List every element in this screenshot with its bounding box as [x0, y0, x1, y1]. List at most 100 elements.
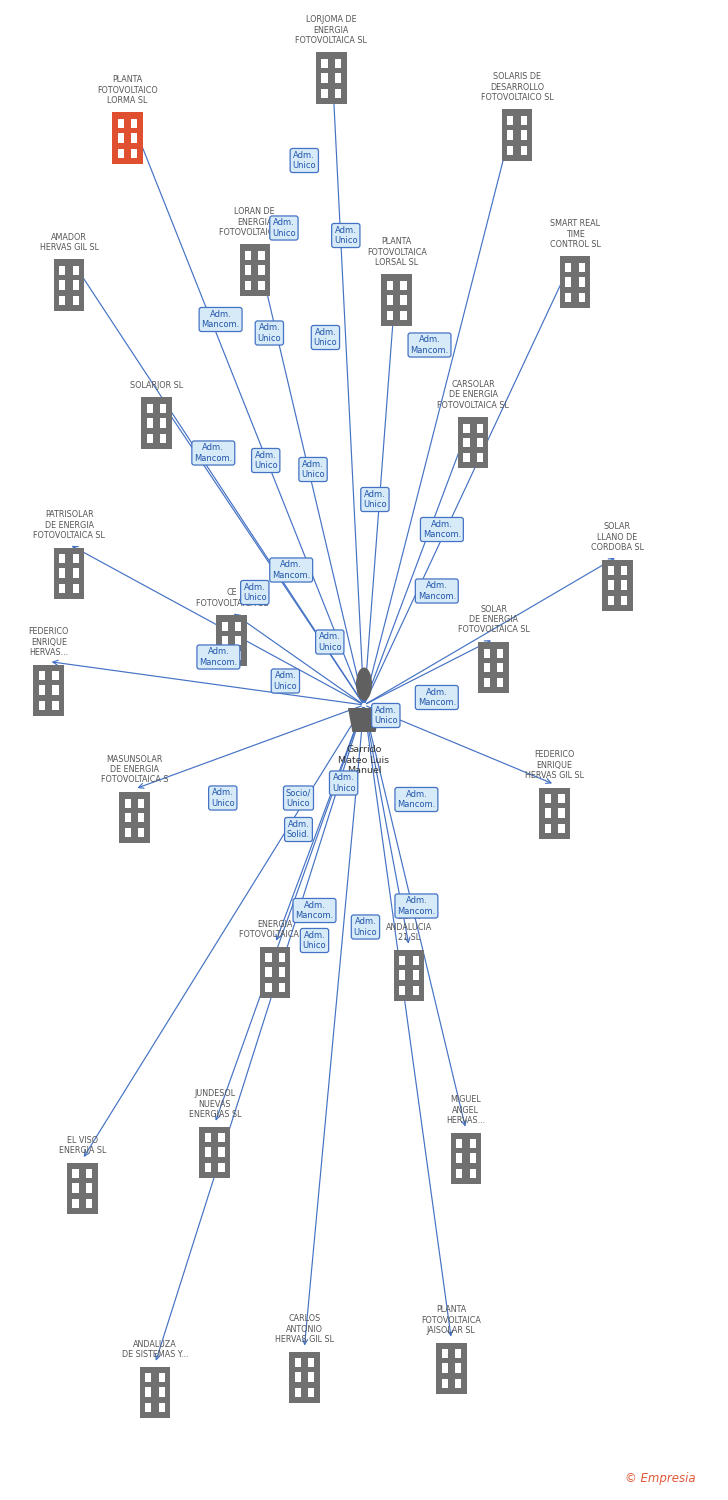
- Text: ANDALUZA
DE SISTEMAS Y...: ANDALUZA DE SISTEMAS Y...: [122, 1340, 189, 1359]
- Text: Adm.
Mancom.: Adm. Mancom.: [296, 902, 333, 920]
- Bar: [222, 651, 228, 660]
- Bar: [400, 280, 406, 291]
- Bar: [52, 686, 58, 694]
- Text: Adm.
Unico: Adm. Unico: [332, 774, 355, 792]
- Bar: [60, 280, 66, 290]
- Bar: [579, 292, 585, 302]
- Text: Adm.
Unico: Adm. Unico: [243, 584, 266, 602]
- Bar: [464, 438, 470, 447]
- Bar: [52, 700, 58, 709]
- Bar: [335, 88, 341, 98]
- Bar: [147, 419, 153, 428]
- Text: SMART REAL
TIME
CONTROL SL: SMART REAL TIME CONTROL SL: [550, 219, 601, 249]
- Text: Adm.
Unico: Adm. Unico: [303, 932, 326, 950]
- Bar: [222, 636, 228, 645]
- Text: SOLAR
DE ENERGIA
FOTOVOLTAICA SL: SOLAR DE ENERGIA FOTOVOLTAICA SL: [458, 604, 529, 634]
- Bar: [451, 1132, 481, 1184]
- Bar: [477, 438, 483, 447]
- Bar: [73, 266, 79, 276]
- Bar: [497, 663, 503, 672]
- Bar: [160, 419, 166, 428]
- Text: SOLARJOR SL: SOLARJOR SL: [130, 381, 183, 390]
- Bar: [442, 1378, 448, 1388]
- Bar: [73, 1184, 79, 1192]
- Text: CARLOS
ANTONIO
HERVAS GIL SL: CARLOS ANTONIO HERVAS GIL SL: [274, 1314, 334, 1344]
- Text: Adm.
Unico: Adm. Unico: [363, 490, 387, 508]
- Bar: [621, 566, 627, 576]
- Bar: [138, 798, 144, 808]
- Bar: [245, 280, 251, 290]
- Bar: [477, 423, 483, 433]
- Bar: [205, 1148, 211, 1156]
- Bar: [146, 1372, 151, 1383]
- Bar: [146, 1402, 151, 1411]
- Bar: [335, 58, 341, 69]
- Bar: [400, 296, 406, 304]
- Bar: [608, 596, 614, 604]
- Bar: [558, 808, 564, 818]
- Bar: [521, 146, 526, 154]
- Bar: [455, 1348, 461, 1359]
- Bar: [464, 453, 470, 462]
- Bar: [545, 808, 551, 818]
- Bar: [608, 566, 614, 576]
- Text: LORJOMA DE
ENERGIA
FOTOVOLTAICA SL: LORJOMA DE ENERGIA FOTOVOLTAICA SL: [296, 15, 367, 45]
- Bar: [141, 398, 172, 448]
- Bar: [266, 968, 272, 976]
- Bar: [558, 794, 564, 804]
- Text: Adm.
Unico: Adm. Unico: [354, 918, 377, 936]
- Bar: [258, 266, 264, 274]
- Bar: [112, 112, 143, 164]
- Bar: [235, 636, 241, 645]
- Bar: [381, 274, 412, 326]
- Bar: [240, 244, 270, 296]
- Bar: [73, 1168, 79, 1179]
- Bar: [160, 433, 166, 442]
- Bar: [73, 296, 79, 304]
- Bar: [33, 664, 64, 716]
- Bar: [147, 433, 153, 442]
- Bar: [387, 310, 393, 320]
- Bar: [258, 280, 264, 290]
- Bar: [566, 292, 571, 302]
- Text: Garrido
Mateo Luis
Manuel: Garrido Mateo Luis Manuel: [339, 746, 389, 776]
- Text: DOAN
ANDALUCIA
21 SL: DOAN ANDALUCIA 21 SL: [386, 912, 432, 942]
- Text: ENERGIA
FOTOVOLTAICA SL: ENERGIA FOTOVOLTAICA SL: [240, 920, 311, 939]
- Bar: [147, 404, 153, 414]
- Bar: [308, 1372, 314, 1382]
- Bar: [60, 568, 66, 578]
- Bar: [218, 1132, 224, 1143]
- Bar: [131, 118, 137, 129]
- Bar: [455, 1378, 461, 1388]
- Bar: [387, 280, 393, 291]
- Bar: [394, 950, 424, 1000]
- Text: PLANTA
FOTOVOLTAICA
JAISOLAR SL: PLANTA FOTOVOLTAICA JAISOLAR SL: [422, 1305, 481, 1335]
- Text: Adm.
Mancom.: Adm. Mancom.: [194, 444, 232, 462]
- Bar: [125, 798, 131, 808]
- Bar: [602, 560, 633, 610]
- Bar: [258, 251, 264, 261]
- Bar: [456, 1168, 462, 1178]
- Text: Adm.
Mancom.: Adm. Mancom.: [397, 897, 435, 915]
- Bar: [138, 828, 144, 837]
- Bar: [73, 280, 79, 290]
- Text: Adm.
Mancom.: Adm. Mancom.: [418, 582, 456, 600]
- Text: FEDERICO
ENRIQUE
HERVAS GIL SL: FEDERICO ENRIQUE HERVAS GIL SL: [525, 750, 585, 780]
- Bar: [60, 296, 66, 304]
- Bar: [456, 1154, 462, 1162]
- Bar: [86, 1198, 92, 1208]
- Bar: [60, 584, 66, 592]
- Bar: [73, 584, 79, 592]
- Bar: [621, 580, 627, 590]
- Bar: [54, 548, 84, 598]
- Bar: [579, 278, 585, 286]
- Bar: [608, 580, 614, 590]
- Bar: [456, 1138, 462, 1149]
- Bar: [52, 670, 58, 681]
- Bar: [502, 110, 532, 160]
- Text: Adm.
Unico: Adm. Unico: [301, 460, 325, 478]
- Bar: [160, 404, 166, 414]
- Bar: [205, 1132, 211, 1143]
- Bar: [484, 663, 490, 672]
- Bar: [335, 74, 341, 82]
